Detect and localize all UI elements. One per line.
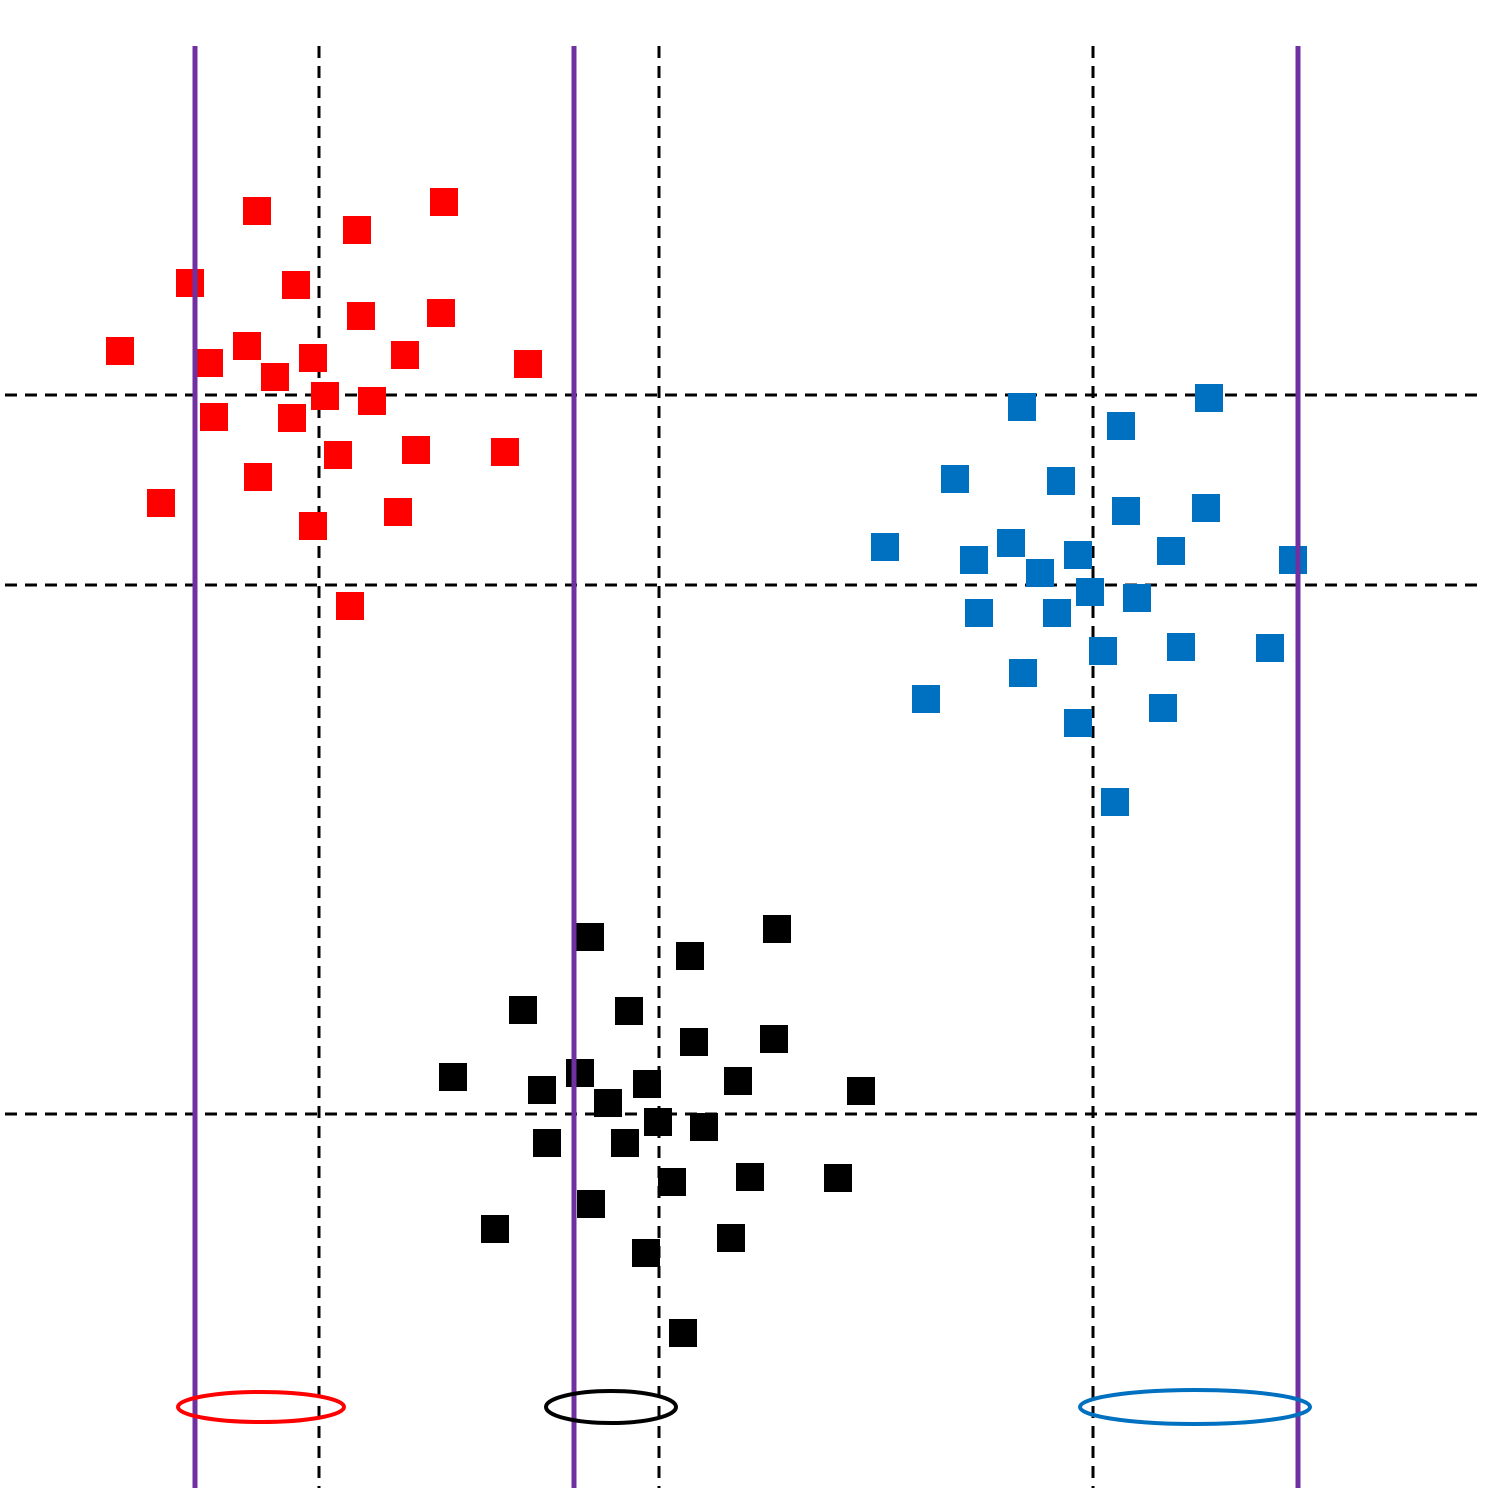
black-square: [576, 923, 604, 951]
black-square: [633, 1070, 661, 1098]
black-square: [736, 1163, 764, 1191]
red-square: [430, 188, 458, 216]
blue-square: [1008, 393, 1036, 421]
black-square: [676, 942, 704, 970]
black-ellipse: [544, 1389, 678, 1425]
blue-square: [1112, 497, 1140, 525]
black-square: [594, 1089, 622, 1117]
black-square: [611, 1129, 639, 1157]
black-square: [724, 1067, 752, 1095]
red-square: [282, 271, 310, 299]
black-square: [847, 1077, 875, 1105]
blue-square: [1076, 578, 1104, 606]
blue-square: [1064, 541, 1092, 569]
blue-ellipse: [1078, 1388, 1312, 1426]
black-square: [566, 1059, 594, 1087]
blue-square: [1195, 384, 1223, 412]
blue-square: [1009, 659, 1037, 687]
black-square: [658, 1168, 686, 1196]
red-square: [358, 387, 386, 415]
black-square: [577, 1190, 605, 1218]
red-square: [244, 463, 272, 491]
black-square: [632, 1239, 660, 1267]
blue-square: [1089, 637, 1117, 665]
guide-lines: [5, 46, 1480, 1488]
black-square: [481, 1215, 509, 1243]
blue-square: [1101, 788, 1129, 816]
blue-square: [997, 529, 1025, 557]
blue-square: [965, 599, 993, 627]
red-square: [514, 350, 542, 378]
black-square: [528, 1076, 556, 1104]
red-square: [200, 403, 228, 431]
red-square: [243, 197, 271, 225]
black-square: [509, 996, 537, 1024]
red-square: [299, 512, 327, 540]
blue-square: [941, 465, 969, 493]
blue-square: [1192, 494, 1220, 522]
solid-lines: [192, 46, 1301, 1488]
red-square: [384, 498, 412, 526]
black-square: [439, 1063, 467, 1091]
black-square: [533, 1129, 561, 1157]
blue-square: [912, 685, 940, 713]
blue-square: [1064, 709, 1092, 737]
red-square: [427, 299, 455, 327]
black-square: [717, 1224, 745, 1252]
red-square: [311, 382, 339, 410]
red-square: [336, 592, 364, 620]
blue-square: [1123, 584, 1151, 612]
blue-square: [1149, 694, 1177, 722]
black-square: [690, 1113, 718, 1141]
blue-square: [1167, 633, 1195, 661]
blue-square: [1026, 559, 1054, 587]
blue-square: [1043, 599, 1071, 627]
black-square: [669, 1319, 697, 1347]
red-square: [391, 341, 419, 369]
red-square: [233, 332, 261, 360]
black-square: [615, 997, 643, 1025]
red-square: [343, 216, 371, 244]
blue-square: [1157, 537, 1185, 565]
red-square: [147, 489, 175, 517]
black-square: [824, 1164, 852, 1192]
red-square: [491, 438, 519, 466]
blue-square: [1047, 467, 1075, 495]
blue-square: [960, 546, 988, 574]
black-square: [644, 1108, 672, 1136]
red-square: [278, 404, 306, 432]
black-square: [763, 915, 791, 943]
red-square: [176, 269, 204, 297]
red-square: [106, 337, 134, 365]
red-square: [402, 436, 430, 464]
blue-square: [1279, 546, 1307, 574]
red-square: [195, 349, 223, 377]
point-clusters: [106, 188, 1307, 1347]
blue-square: [1256, 634, 1284, 662]
black-square: [680, 1028, 708, 1056]
red-square: [347, 302, 375, 330]
blue-square: [1107, 412, 1135, 440]
red-square: [261, 363, 289, 391]
red-square: [299, 344, 327, 372]
blue-square: [871, 533, 899, 561]
black-square: [760, 1025, 788, 1053]
red-square: [324, 441, 352, 469]
red-ellipse: [176, 1390, 346, 1424]
